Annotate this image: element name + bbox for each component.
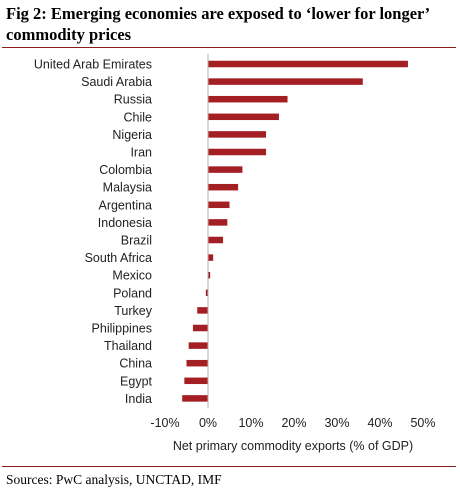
category-label: Turkey [114,304,152,318]
category-label: China [119,357,152,371]
bar [208,148,267,156]
source-note: Sources: PwC analysis, UNCTAD, IMF [6,472,222,487]
x-tick-label: -10% [150,416,179,430]
category-label: Philippines [92,322,152,336]
bar [184,377,208,385]
x-tick-label: 10% [238,416,263,430]
bar [188,342,208,349]
category-label: Russia [114,93,152,107]
category-label: Saudi Arabia [81,75,152,89]
category-label: Mexico [112,269,152,283]
category-label: United Arab Emirates [34,58,152,72]
bar [208,219,228,226]
category-label: Indonesia [98,216,152,230]
bar [208,78,363,85]
bar [208,236,224,244]
bottom-divider [2,466,456,467]
category-label: Iran [130,146,152,160]
bar [182,395,208,402]
category-label: Thailand [104,339,152,353]
x-tick-label: 50% [410,416,435,430]
category-label: Poland [113,286,152,300]
bar [208,131,267,138]
category-label: Brazil [121,234,152,248]
bar [186,359,208,367]
bar [192,324,208,332]
x-axis-title: Net primary commodity exports (% of GDP) [173,439,413,453]
bars [182,60,408,402]
x-tick-label: 20% [281,416,306,430]
bar [208,95,288,103]
x-tick-label: 30% [324,416,349,430]
bar [208,60,408,68]
figure-title: Fig 2: Emerging economies are exposed to… [6,4,429,44]
bar [197,307,208,314]
bar [208,201,230,209]
category-label: Chile [124,110,153,124]
x-tick-labels: -10% 0% 10% 20% 30% 40% 50% [150,416,435,430]
category-label: Malaysia [103,181,152,195]
category-label: Argentina [98,198,152,212]
category-labels: United Arab Emirates Saudi Arabia Russia Ch… [34,58,153,406]
x-tick-label: 40% [367,416,392,430]
bar [208,113,279,121]
bar [208,271,211,279]
x-tick-label: 0% [199,416,217,430]
category-label: South Africa [85,251,152,265]
category-label: Nigeria [112,128,152,142]
bar [208,183,239,191]
category-label: India [125,392,152,406]
bar [208,254,214,261]
category-label: Egypt [120,374,152,388]
bar [208,166,243,173]
category-label: Colombia [99,163,152,177]
bar [205,289,208,297]
top-divider [2,47,456,48]
